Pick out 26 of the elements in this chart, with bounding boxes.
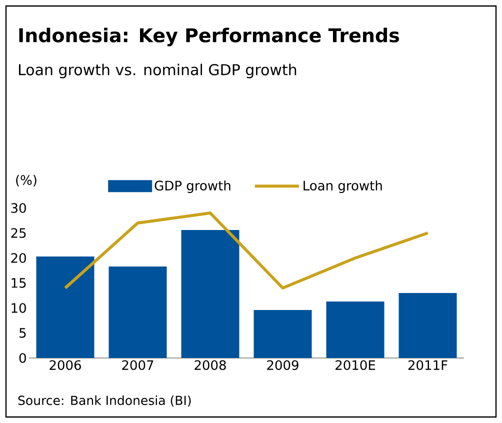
chart-title: Indonesia: Key Performance Trends: [19, 28, 399, 46]
legend-label: GDP growth: [154, 180, 230, 194]
y-tick-label: 20: [11, 253, 26, 263]
y-axis-title: (%): [16, 174, 36, 186]
y-tick-label: 15: [12, 278, 26, 288]
bar: [36, 256, 94, 358]
x-tick-label: 2006: [50, 360, 81, 370]
y-tick-label: 30: [11, 203, 26, 213]
chart-subtitle: Loan growth vs. nominal GDP growth: [18, 64, 296, 78]
x-tick-label: 2011F: [408, 360, 448, 370]
source-note: Source: Bank Indonesia (BI): [18, 395, 191, 407]
x-tick-label: 2010E: [336, 360, 376, 370]
bar: [326, 302, 384, 358]
x-tick-label: 2007: [122, 360, 154, 370]
line-series: [64, 212, 430, 290]
bar: [254, 310, 312, 358]
y-tick-label: 10: [12, 303, 26, 313]
bar: [398, 293, 457, 358]
x-tick-label: 2009: [267, 360, 298, 370]
bar: [181, 230, 240, 358]
y-tick-label: 5: [20, 328, 26, 338]
y-tick-label: 25: [11, 228, 26, 238]
x-tick-label: 2008: [194, 360, 226, 370]
y-tick-label: 0: [19, 353, 26, 363]
bar: [108, 266, 167, 358]
legend-label: Loan growth: [304, 180, 382, 194]
